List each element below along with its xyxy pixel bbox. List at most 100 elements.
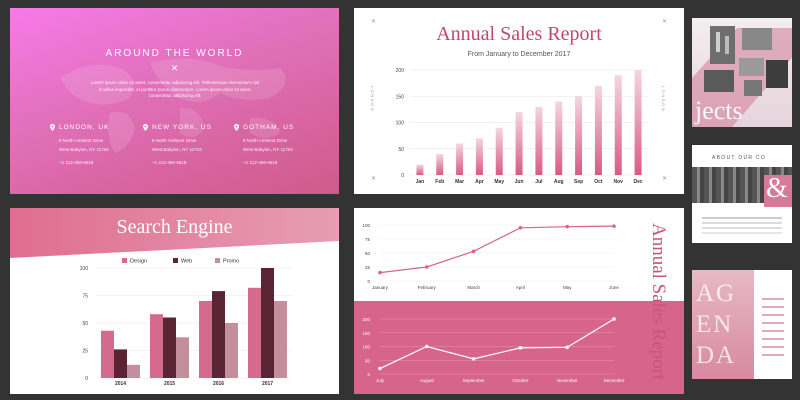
y-tick-label: 100 xyxy=(80,266,89,272)
x-tick-label: September xyxy=(463,378,486,383)
projects-word: jects xyxy=(695,96,743,125)
world-map-graphic xyxy=(60,58,286,153)
bar xyxy=(535,106,543,175)
agenda-letters: AG EN DA xyxy=(696,278,736,371)
x-tick-label: October xyxy=(512,378,529,383)
slide-annual-sales-bar[interactable]: ✕ ✕ ✕ ✕ Annual Sales Report From January… xyxy=(354,8,684,194)
data-point xyxy=(565,224,569,229)
thumbnail-about[interactable]: ABOUT OUR CO & xyxy=(692,145,792,243)
x-tick-label: Dec xyxy=(633,179,642,185)
slide-title-vertical: Annual Sales Report xyxy=(648,223,669,381)
thumbnail-projects[interactable]: jects xyxy=(692,18,792,127)
y-tick-label: 150 xyxy=(396,94,405,100)
x-tick-label: 2015 xyxy=(164,381,175,387)
close-icon: ✕ xyxy=(170,63,179,73)
x-tick-label: 2014 xyxy=(115,381,126,387)
office-address-line: West Babylon, NY 11704 xyxy=(152,147,202,152)
first-half-line-chart: 0 25 50 75 100 January February March April May Ju… xyxy=(362,223,619,290)
bar xyxy=(176,337,189,378)
bar xyxy=(634,70,642,175)
office-address-line: West Babylon, NY 11704 xyxy=(243,147,293,152)
x-tick-label: Mar xyxy=(455,179,464,185)
bar xyxy=(150,314,163,378)
x-tick-label: Sep xyxy=(574,179,583,185)
bar xyxy=(261,268,274,378)
x-tick-label: December xyxy=(604,378,625,383)
bar xyxy=(475,138,483,175)
x-tick-label: May xyxy=(563,285,572,290)
y-tick-label: 200 xyxy=(362,317,370,322)
office-phone: +1 212-456-6618 xyxy=(243,160,278,165)
y-tick-label: 75 xyxy=(82,294,88,300)
thumbnail-agenda[interactable]: AG EN DA xyxy=(692,270,792,379)
bar xyxy=(248,287,261,378)
x-tick-label: March xyxy=(467,285,480,290)
bar xyxy=(614,75,622,175)
x-tick-label: 2017 xyxy=(262,381,273,387)
slide-search-engine[interactable]: Search Engine 0 25 50 75 100 2014 2015 2016 2017… xyxy=(10,208,339,394)
data-point xyxy=(612,224,616,228)
y-tick-label: 0 xyxy=(367,372,370,377)
x-tick-label: April xyxy=(516,285,525,290)
x-tick-label: Feb xyxy=(435,179,444,185)
ampersand-mark: & xyxy=(766,173,788,204)
intro-text: Lorem ipsum dolor sit amet, consectetur … xyxy=(90,80,260,98)
data-point xyxy=(518,346,523,350)
side-label: LONDON xyxy=(661,86,666,113)
agenda-letter-row: DA xyxy=(696,342,737,369)
slide-annual-sales-lines[interactable]: 0 25 50 75 100 January February March April May Ju… xyxy=(354,208,684,394)
x-tick-label: May xyxy=(494,179,504,185)
x-tick-label: Apr xyxy=(475,179,484,185)
x-tick-label: November xyxy=(557,378,578,383)
office-city: NEW YORK, US xyxy=(152,124,212,131)
series-line xyxy=(379,225,615,274)
corner-mark-icon: ✕ xyxy=(371,176,377,182)
y-tick-label: 100 xyxy=(362,223,370,228)
x-tick-label: 2016 xyxy=(213,381,224,387)
agenda-letter-row: EN xyxy=(696,311,734,338)
x-tick-label: July xyxy=(376,378,385,383)
agenda-letter-row: AG xyxy=(696,280,737,307)
legend-label: Design xyxy=(130,259,147,265)
office-city: LONDON, UK xyxy=(59,124,110,131)
agenda-panel xyxy=(692,270,754,379)
map-pin-icon xyxy=(234,124,239,131)
monthly-sales-bar-chart: 0 50 100 150 200 Jan Feb Mar Apr May Jun Jul Aug Sep O… xyxy=(396,68,648,185)
agenda-list-lines xyxy=(762,298,784,300)
slide-subtitle: From January to December 2017 xyxy=(467,51,571,58)
y-tick-label: 75 xyxy=(365,237,371,242)
y-tick-label: 0 xyxy=(367,279,370,284)
office-city: GOTHAM, US xyxy=(243,124,295,131)
slide-title: Search Engine xyxy=(116,216,233,238)
projects-collage xyxy=(692,26,792,127)
bar xyxy=(225,323,238,378)
bar xyxy=(456,143,464,175)
bar xyxy=(575,96,583,175)
x-tick-label: Jun xyxy=(515,179,524,185)
y-tick-label: 100 xyxy=(396,121,405,127)
y-tick-label: 25 xyxy=(365,265,371,270)
office-new-york: NEW YORK, US 9 North Amherst Drive West … xyxy=(143,124,233,167)
data-point xyxy=(425,265,429,269)
y-tick-label: 50 xyxy=(365,251,371,256)
bar xyxy=(163,317,176,378)
x-tick-label: Aug xyxy=(554,179,564,185)
data-point xyxy=(612,317,616,321)
bar xyxy=(114,349,127,378)
y-tick-label: 25 xyxy=(82,349,88,355)
legend-swatch xyxy=(173,258,178,263)
office-address-line: 9 North Amherst Drive xyxy=(243,138,288,143)
legend-label: Promo xyxy=(223,259,239,265)
x-tick-label: Jul xyxy=(535,179,543,185)
map-pin-icon xyxy=(143,124,148,131)
office-gotham: GOTHAM, US 9 North Amherst Drive West Ba… xyxy=(234,124,324,167)
corner-mark-icon: ✕ xyxy=(371,19,377,25)
office-london: LONDON, UK 9 North Amherst Drive West Ba… xyxy=(50,124,140,167)
corner-mark-icon: ✕ xyxy=(661,176,667,182)
y-tick-label: 200 xyxy=(396,68,405,74)
bar xyxy=(274,301,287,378)
about-accent-block xyxy=(764,175,792,207)
slide-around-the-world[interactable]: AROUND THE WORLD ✕ Lorem ipsum dolor sit… xyxy=(10,8,339,194)
bar xyxy=(199,301,212,378)
slide-title: Annual Sales Report xyxy=(436,23,602,45)
